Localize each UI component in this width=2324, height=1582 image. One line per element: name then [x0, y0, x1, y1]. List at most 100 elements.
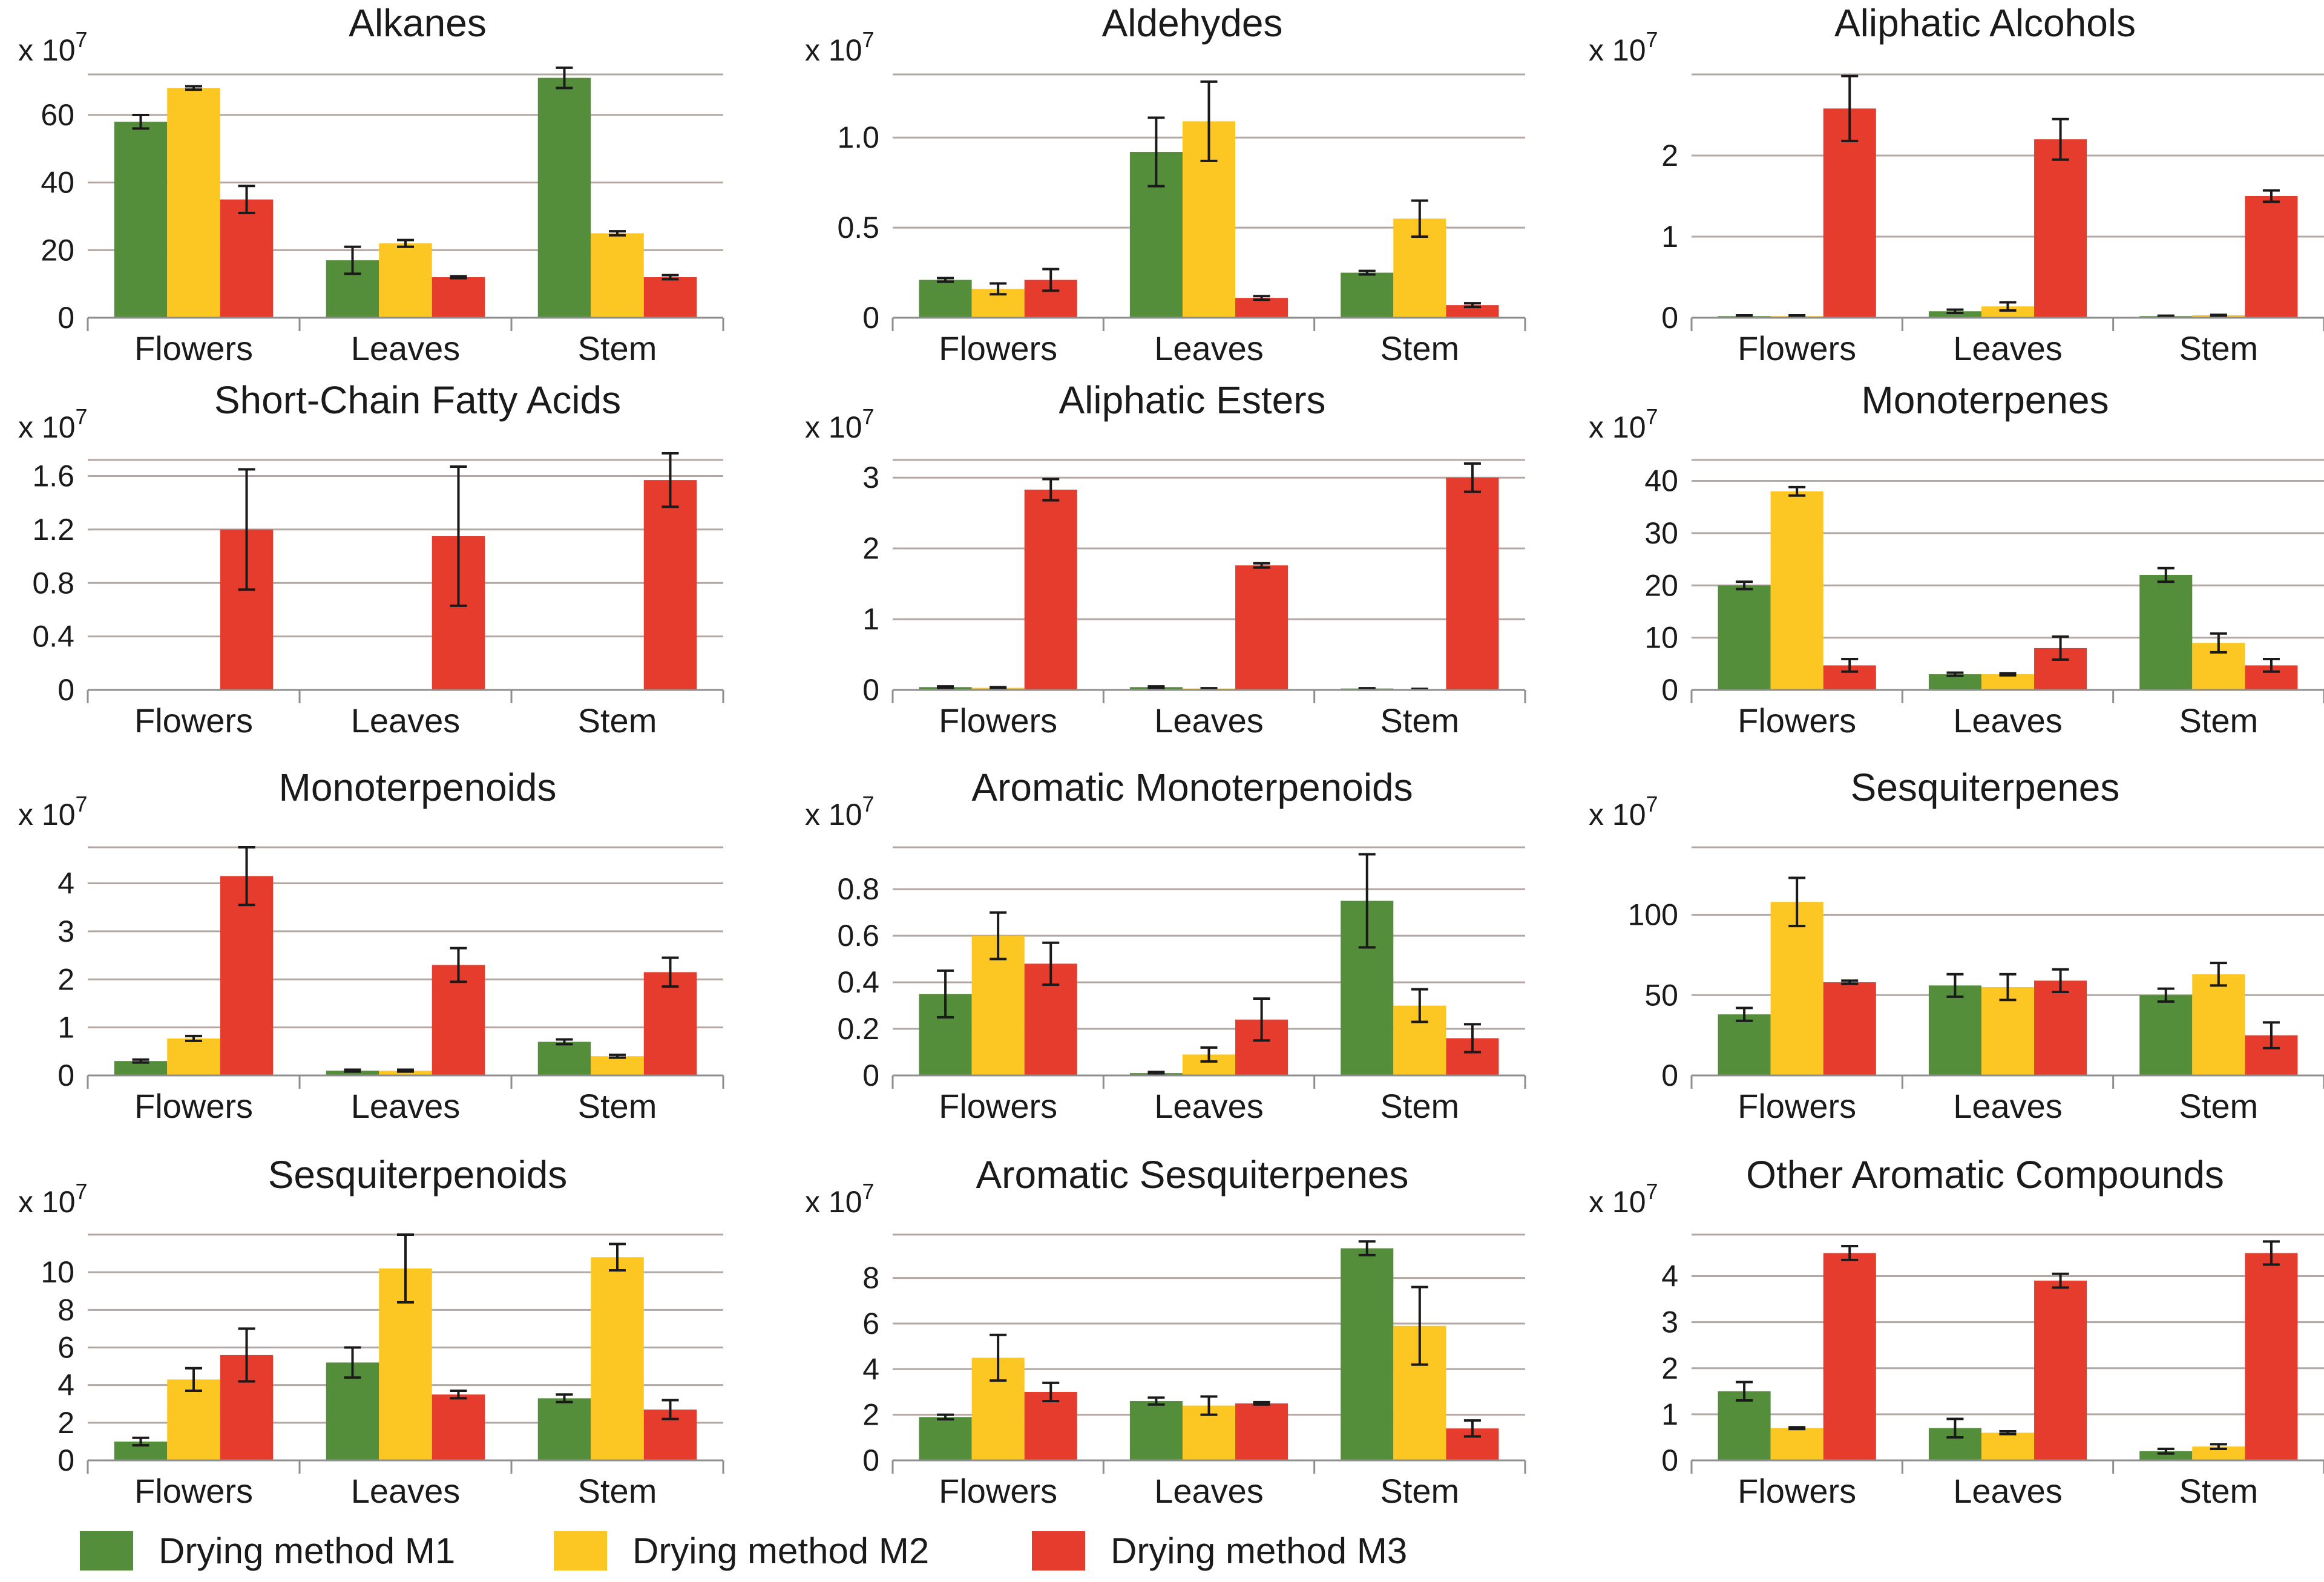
error-bar [1946, 973, 1964, 998]
y-scale-label: x 107 [1589, 27, 1658, 67]
y-tick-label: 2 [1661, 1351, 1678, 1385]
y-tick-label: 0.5 [837, 211, 879, 245]
bar-m2-leaves [1981, 674, 2035, 690]
error-bar [2157, 314, 2175, 318]
x-category-label: Stem [578, 1472, 657, 1510]
error-bar [1999, 301, 2017, 312]
error-bar [132, 1436, 149, 1447]
error-bar [1788, 876, 1806, 928]
error-bar [344, 245, 361, 275]
chart-other-aromatic-compounds: Other Aromatic Compounds x 107 0 1 2 3 4 Flower… [1589, 1153, 2324, 1510]
bar-m3-leaves [1235, 298, 1288, 318]
chart-monoterpenoids: Monoterpenoids x 107 0 1 2 3 4 Flowers Leaves Ste… [18, 766, 724, 1125]
x-category-label: Flowers [939, 1472, 1057, 1510]
error-bar [1463, 302, 1481, 309]
y-scale-exponent: 7 [862, 792, 875, 816]
y-scale-label: x 107 [805, 792, 875, 832]
y-tick-label: 0 [862, 1443, 879, 1477]
error-bar [1999, 973, 2017, 1002]
bar-m2-leaves [379, 243, 432, 318]
y-tick-label: 4 [862, 1352, 879, 1386]
y-tick-label: 1.6 [32, 459, 74, 493]
error-bar [1200, 1395, 1218, 1416]
x-category-label: Leaves [1154, 329, 1264, 367]
x-category-label: Leaves [351, 329, 461, 367]
bar-m3-leaves [2034, 139, 2087, 318]
y-scale-base: x 10 [18, 798, 76, 832]
y-scale-base: x 10 [1589, 798, 1646, 832]
error-bar [132, 114, 149, 130]
y-scale-base: x 10 [18, 33, 76, 67]
error-bar [1411, 1285, 1428, 1366]
error-bar [2052, 635, 2069, 661]
error-bar [1736, 313, 1753, 318]
bar-m2-stem [591, 1257, 644, 1460]
y-tick-label: 0 [57, 301, 74, 335]
bar-m3-flowers [1024, 1391, 1077, 1460]
x-category-label: Stem [1380, 1087, 1459, 1125]
x-category-label: Flowers [1738, 1087, 1856, 1125]
bar-m1-stem [1341, 1248, 1394, 1460]
bar-m3-stem [2245, 196, 2298, 318]
chart-sesquiterpenes: Sesquiterpenes x 107 0 50 100 Flowers Leaves St… [1589, 766, 2324, 1125]
error-bar [1358, 687, 1376, 691]
bar-m3-stem [643, 972, 697, 1075]
error-bar [2052, 968, 2069, 993]
bar-m3-leaves [432, 965, 485, 1075]
chart-title: Short-Chain Fatty Acids [214, 378, 621, 422]
y-tick-label: 30 [1644, 516, 1678, 550]
error-bar [2157, 1447, 2175, 1455]
error-bar [937, 685, 954, 689]
bar-m3-flowers [220, 876, 274, 1075]
error-bar [1411, 199, 1428, 238]
x-category-label: Stem [578, 701, 657, 740]
y-scale-exponent: 7 [76, 792, 88, 816]
y-tick-label: 0.2 [837, 1012, 879, 1046]
y-scale-label: x 107 [1589, 792, 1658, 832]
y-tick-label: 0 [57, 673, 74, 707]
error-bar [185, 85, 202, 91]
x-category-label: Leaves [351, 701, 461, 740]
chart-alkanes: Alkanes x 107 0 20 40 60 Flowers Leaves Stem [18, 1, 724, 367]
error-bar [1788, 485, 1806, 497]
chart-title: Sesquiterpenoids [268, 1153, 568, 1196]
error-bar [1253, 295, 1270, 301]
x-category-label: Stem [2179, 1472, 2258, 1510]
error-bar [1147, 116, 1165, 188]
error-bar [990, 686, 1007, 690]
bar-m1-stem [1341, 272, 1394, 318]
y-scale-label: x 107 [18, 1179, 88, 1219]
error-bar [1841, 658, 1859, 673]
x-category-label: Flowers [134, 329, 253, 367]
y-scale-exponent: 7 [76, 27, 88, 52]
error-bar [2262, 1240, 2280, 1266]
error-bar [1736, 1380, 1753, 1402]
y-tick-label: 0 [862, 673, 879, 707]
error-bar [937, 277, 954, 283]
y-tick-label: 6 [862, 1307, 879, 1341]
x-category-label: Stem [1380, 1472, 1459, 1510]
error-bar [238, 1327, 255, 1383]
chart-title: Aldehydes [1102, 1, 1283, 45]
bar-m2-leaves [1981, 1433, 2035, 1460]
x-category-label: Leaves [1154, 1472, 1264, 1510]
chart-title: Aliphatic Alcohols [1834, 1, 2136, 45]
error-bar [185, 1034, 202, 1042]
error-bar [1042, 267, 1060, 292]
bar-m2-flowers [167, 1038, 220, 1075]
error-bar [1946, 1417, 1964, 1439]
error-bar [450, 1389, 467, 1400]
chart-title: Monoterpenoids [279, 766, 557, 809]
legend-item-m3: Drying method M3 [1032, 1531, 1407, 1571]
x-category-label: Leaves [1953, 1472, 2063, 1510]
error-bar [1042, 1381, 1060, 1403]
bar-m2-flowers [167, 88, 220, 318]
y-tick-label: 0.4 [837, 965, 879, 999]
bar-m2-flowers [1770, 902, 1823, 1075]
error-bar [2210, 1443, 2227, 1450]
error-bar [661, 1399, 679, 1420]
error-bar [1736, 1006, 1753, 1022]
legend-swatch [80, 1531, 133, 1571]
error-bar [2157, 566, 2175, 583]
